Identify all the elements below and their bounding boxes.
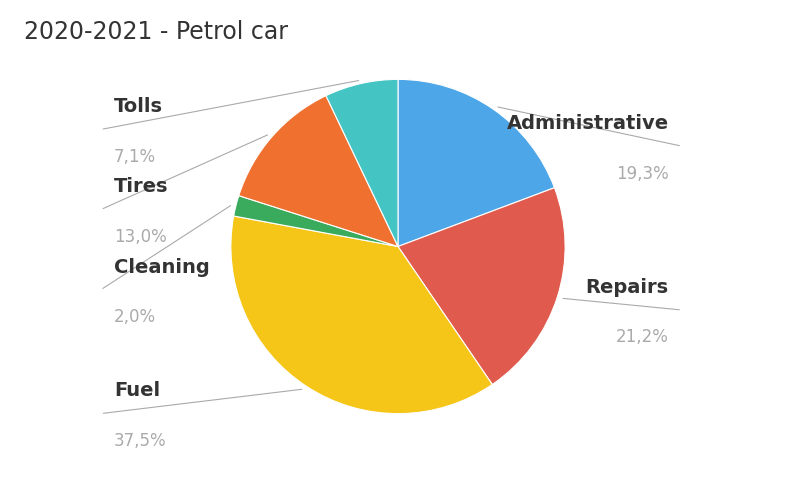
Wedge shape: [231, 216, 492, 414]
Text: 37,5%: 37,5%: [114, 432, 166, 450]
Wedge shape: [326, 79, 398, 246]
Text: Tolls: Tolls: [114, 97, 163, 116]
Text: Fuel: Fuel: [114, 381, 160, 400]
Text: Cleaning: Cleaning: [114, 257, 209, 277]
Wedge shape: [398, 79, 555, 246]
Wedge shape: [398, 188, 565, 385]
Text: Tires: Tires: [114, 177, 169, 196]
Wedge shape: [239, 96, 398, 246]
Text: 21,2%: 21,2%: [616, 328, 669, 347]
Text: 2,0%: 2,0%: [114, 308, 156, 326]
Text: 19,3%: 19,3%: [616, 165, 669, 182]
Text: Administrative: Administrative: [506, 114, 669, 133]
Text: 13,0%: 13,0%: [114, 228, 166, 246]
Text: 2020-2021 - Petrol car: 2020-2021 - Petrol car: [24, 20, 288, 44]
Text: 7,1%: 7,1%: [114, 148, 156, 166]
Wedge shape: [234, 196, 398, 246]
Text: Repairs: Repairs: [586, 278, 669, 297]
